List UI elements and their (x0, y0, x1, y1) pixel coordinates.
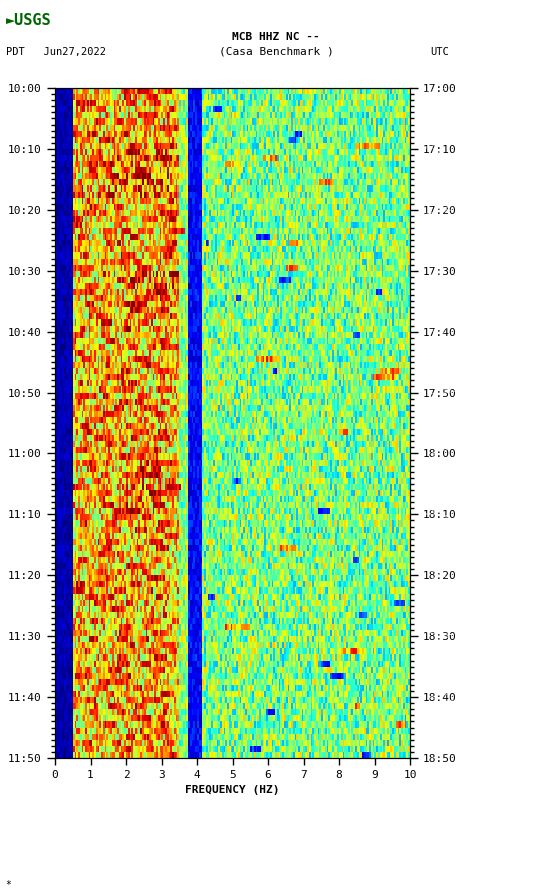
Text: UTC: UTC (431, 46, 449, 57)
Text: *: * (6, 880, 12, 889)
Text: ►USGS: ►USGS (6, 13, 51, 29)
Text: MCB HHZ NC --: MCB HHZ NC -- (232, 32, 320, 43)
Text: PDT   Jun27,2022: PDT Jun27,2022 (6, 46, 105, 57)
X-axis label: FREQUENCY (HZ): FREQUENCY (HZ) (185, 785, 280, 796)
Text: (Casa Benchmark ): (Casa Benchmark ) (219, 46, 333, 57)
